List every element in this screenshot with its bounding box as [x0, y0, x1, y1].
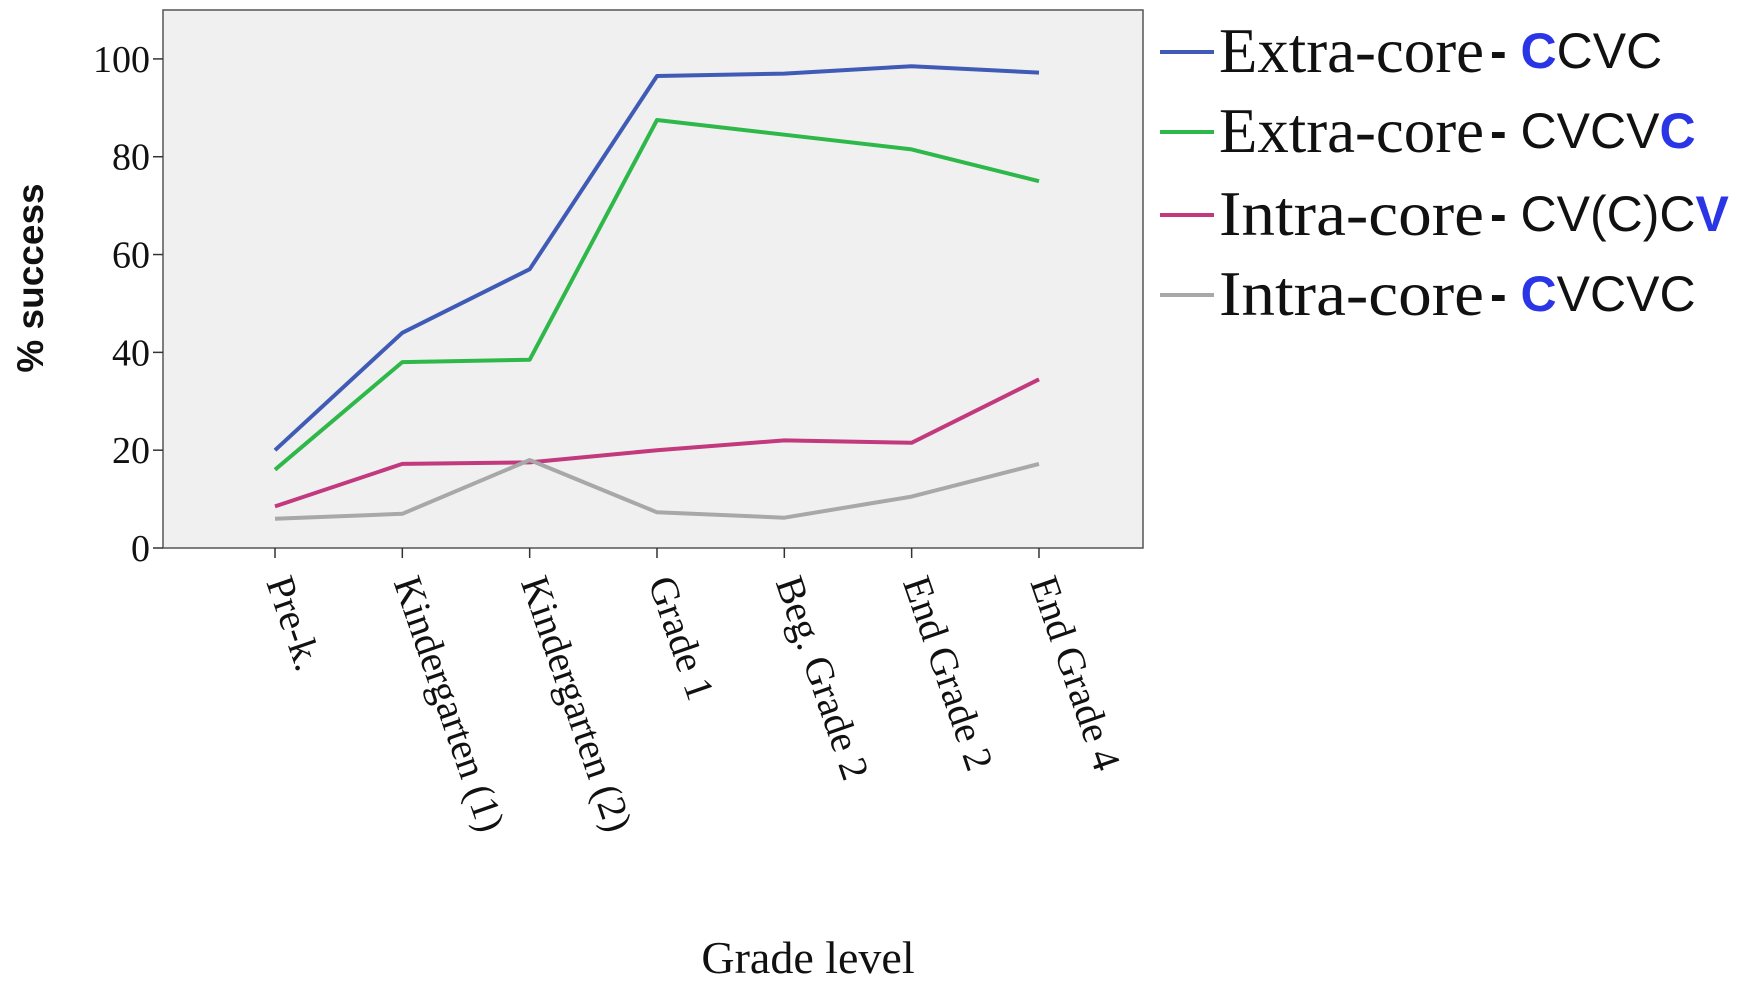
- y-tick-label: 40: [112, 332, 150, 374]
- legend-item-1: Extra-core - CCVC: [1160, 15, 1662, 86]
- y-tick-label: 20: [112, 430, 150, 472]
- legend-pattern: - CCVC: [1490, 23, 1662, 79]
- legend-label: Intra-core: [1219, 178, 1484, 249]
- x-tick-label: End Grade 4: [1021, 570, 1129, 776]
- plot-area: [162, 9, 1144, 549]
- y-axis-label: % success: [10, 183, 51, 372]
- x-tick-label: Pre-k.: [257, 570, 331, 676]
- legend-pattern: - CVCVC: [1490, 103, 1696, 159]
- series-line-4: [274, 458, 1040, 521]
- legend-label: Intra-core: [1219, 258, 1484, 329]
- y-tick-label: 100: [93, 39, 150, 81]
- x-tick-label: Kindergarten (1): [385, 570, 514, 837]
- legend-label: Extra-core: [1219, 95, 1484, 166]
- y-tick-label: 60: [112, 235, 150, 277]
- legend-item-3: Intra-core - CV(C)CV: [1160, 178, 1730, 249]
- x-tick-label: Beg. Grade 2: [767, 570, 879, 785]
- legend-item-4: Intra-core - CVCVC: [1160, 258, 1696, 329]
- series-line-3: [274, 377, 1040, 509]
- legend-label: Extra-core: [1219, 15, 1484, 86]
- y-axis: 0 20 40 60 80 100: [93, 39, 163, 570]
- series-lines: [273, 64, 1040, 521]
- x-tick-label: End Grade 2: [894, 570, 1002, 776]
- x-tick-label: Kindergarten (2): [512, 570, 641, 837]
- legend-item-2: Extra-core - CVCVC: [1160, 95, 1696, 166]
- x-tick-label: Grade 1: [639, 570, 723, 705]
- legend-pattern: - CVCVC: [1490, 266, 1696, 322]
- series-line-1: [273, 64, 1040, 452]
- y-tick-label: 80: [112, 137, 150, 179]
- series-line-2: [273, 118, 1040, 472]
- x-axis: Pre-k. Kindergarten (1)Kindergarten (2)Gr…: [257, 548, 1130, 837]
- legend-pattern: - CV(C)CV: [1490, 186, 1730, 242]
- y-tick-label: 0: [131, 528, 150, 570]
- x-axis-label: Grade level: [701, 932, 914, 983]
